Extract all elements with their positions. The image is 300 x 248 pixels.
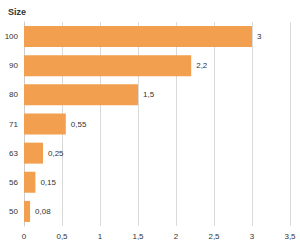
svg-text:2: 2 <box>174 232 179 241</box>
svg-text:56: 56 <box>9 178 18 187</box>
svg-text:50: 50 <box>9 207 18 216</box>
svg-text:1: 1 <box>98 232 103 241</box>
svg-text:71: 71 <box>9 120 18 129</box>
svg-text:1,5: 1,5 <box>132 232 144 241</box>
svg-text:100: 100 <box>5 32 19 41</box>
svg-text:0,15: 0,15 <box>40 178 56 187</box>
svg-text:2,5: 2,5 <box>208 232 220 241</box>
svg-text:0,5: 0,5 <box>56 232 68 241</box>
svg-text:90: 90 <box>9 61 18 70</box>
svg-text:0,55: 0,55 <box>71 120 87 129</box>
svg-text:0,08: 0,08 <box>35 207 51 216</box>
svg-text:0,25: 0,25 <box>48 149 64 158</box>
svg-text:63: 63 <box>9 149 18 158</box>
svg-text:0: 0 <box>22 232 27 241</box>
svg-text:3,5: 3,5 <box>284 232 296 241</box>
svg-text:2,2: 2,2 <box>196 61 208 70</box>
svg-text:80: 80 <box>9 90 18 99</box>
svg-text:3: 3 <box>250 232 255 241</box>
svg-text:3: 3 <box>257 32 262 41</box>
svg-text:Size: Size <box>8 7 26 17</box>
svg-text:1,5: 1,5 <box>143 90 155 99</box>
